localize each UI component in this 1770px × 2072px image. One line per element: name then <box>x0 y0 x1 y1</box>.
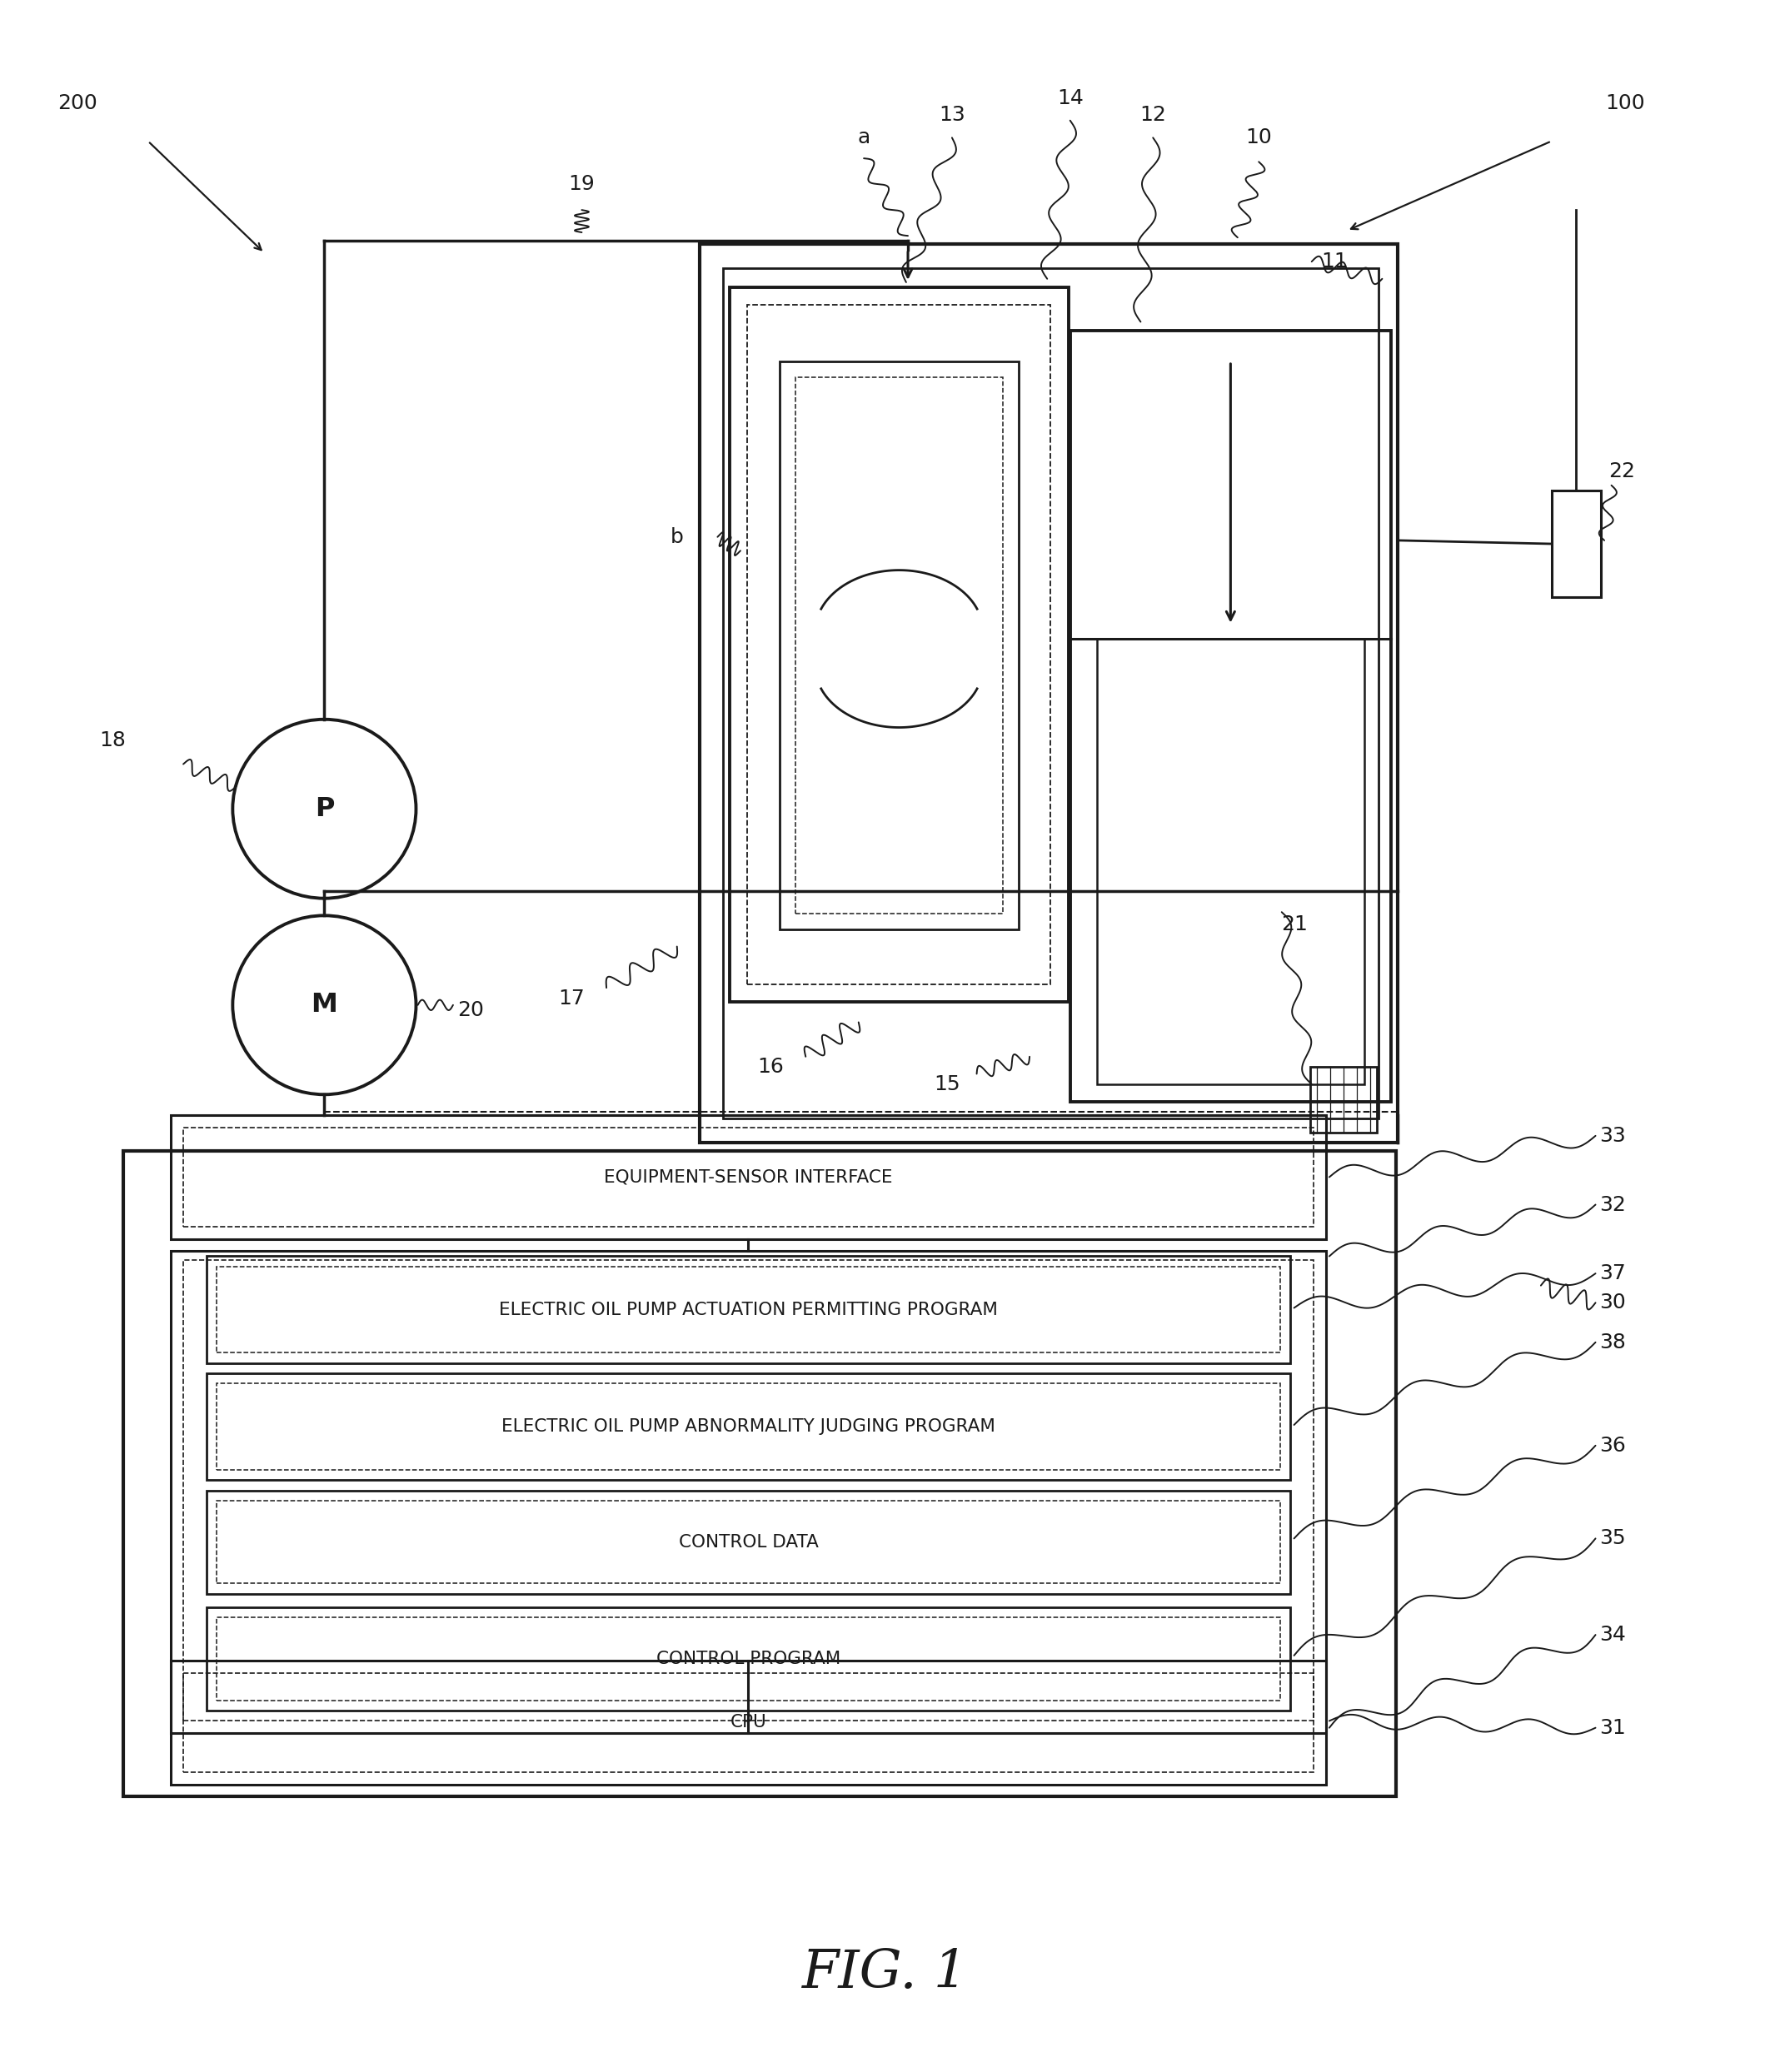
Bar <box>207 1256 1290 1363</box>
Bar <box>207 1608 1290 1711</box>
Text: 11: 11 <box>1322 251 1347 271</box>
Text: 20: 20 <box>457 1001 483 1019</box>
Text: b: b <box>671 526 683 547</box>
Bar <box>1097 638 1365 1084</box>
Text: CONTROL PROGRAM: CONTROL PROGRAM <box>657 1651 841 1668</box>
Text: 35: 35 <box>1598 1529 1625 1548</box>
Bar <box>1071 329 1391 1102</box>
Bar <box>1310 1067 1377 1133</box>
Bar <box>795 377 1004 914</box>
Text: 200: 200 <box>58 93 97 114</box>
Bar <box>184 1260 1313 1722</box>
Text: FIG. 1: FIG. 1 <box>802 1948 968 1999</box>
Text: ELECTRIC OIL PUMP ACTUATION PERMITTING PROGRAM: ELECTRIC OIL PUMP ACTUATION PERMITTING P… <box>499 1301 998 1318</box>
Text: 33: 33 <box>1598 1125 1625 1146</box>
Text: 38: 38 <box>1598 1332 1625 1353</box>
Text: EQUIPMENT-SENSOR INTERFACE: EQUIPMENT-SENSOR INTERFACE <box>604 1169 892 1185</box>
Text: 32: 32 <box>1598 1196 1625 1214</box>
Text: 17: 17 <box>558 988 584 1009</box>
Bar <box>184 1672 1313 1772</box>
Text: P: P <box>315 796 335 823</box>
Bar <box>747 305 1051 984</box>
Bar <box>779 361 1020 930</box>
Bar <box>207 1490 1290 1593</box>
Bar <box>207 1374 1290 1479</box>
Bar <box>124 1152 1397 1796</box>
Bar <box>1552 491 1600 597</box>
Text: 19: 19 <box>568 174 595 195</box>
Text: M: M <box>312 992 338 1017</box>
Text: 21: 21 <box>1281 914 1308 934</box>
Text: CONTROL DATA: CONTROL DATA <box>678 1533 818 1550</box>
Bar <box>172 1115 1326 1239</box>
Text: 16: 16 <box>758 1057 784 1077</box>
Text: 34: 34 <box>1598 1624 1625 1645</box>
Text: 10: 10 <box>1246 128 1273 147</box>
Text: 22: 22 <box>1609 462 1635 481</box>
Bar <box>216 1500 1280 1583</box>
Text: CPU: CPU <box>731 1714 766 1730</box>
Bar <box>184 1127 1313 1227</box>
Text: 100: 100 <box>1605 93 1646 114</box>
Bar <box>729 288 1069 1001</box>
Bar <box>172 1251 1326 1732</box>
Text: 31: 31 <box>1598 1718 1625 1738</box>
Bar <box>216 1618 1280 1701</box>
Text: 12: 12 <box>1140 106 1166 124</box>
Text: 13: 13 <box>938 106 965 124</box>
Bar <box>216 1384 1280 1469</box>
Text: a: a <box>857 128 871 147</box>
Bar <box>722 269 1379 1119</box>
Text: 37: 37 <box>1598 1264 1625 1283</box>
Bar <box>699 244 1398 1142</box>
Text: ELECTRIC OIL PUMP ABNORMALITY JUDGING PROGRAM: ELECTRIC OIL PUMP ABNORMALITY JUDGING PR… <box>501 1419 995 1436</box>
Text: 14: 14 <box>1057 89 1083 108</box>
Bar <box>216 1266 1280 1353</box>
Text: 30: 30 <box>1598 1293 1625 1314</box>
Bar <box>172 1660 1326 1784</box>
Text: 15: 15 <box>933 1073 959 1094</box>
Text: 18: 18 <box>99 729 126 750</box>
Text: 36: 36 <box>1598 1436 1625 1455</box>
